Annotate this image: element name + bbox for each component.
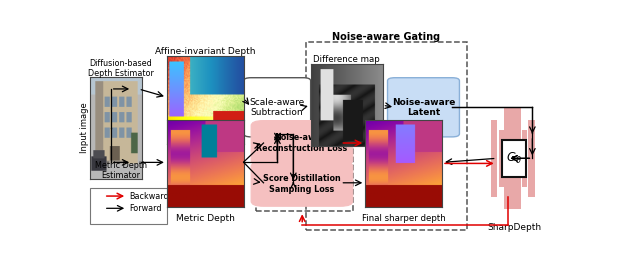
Text: Affine-invariant Depth: Affine-invariant Depth xyxy=(156,47,256,56)
FancyBboxPatch shape xyxy=(491,120,497,197)
Text: Noise-aware
Reconstruction Loss: Noise-aware Reconstruction Loss xyxy=(257,133,348,153)
FancyBboxPatch shape xyxy=(528,120,534,197)
Text: $G_{\theta}$: $G_{\theta}$ xyxy=(506,151,522,166)
Text: Metric Depth: Metric Depth xyxy=(176,214,235,223)
Text: SharpDepth: SharpDepth xyxy=(487,223,541,232)
FancyBboxPatch shape xyxy=(504,107,513,209)
Text: Forward: Forward xyxy=(129,204,162,213)
Text: Input image: Input image xyxy=(81,102,90,153)
Text: Backward: Backward xyxy=(129,192,169,201)
Text: Diffusion-based
Depth Estimator: Diffusion-based Depth Estimator xyxy=(88,59,154,78)
Text: Noise-aware Gating: Noise-aware Gating xyxy=(332,32,440,42)
FancyBboxPatch shape xyxy=(251,121,353,165)
Text: Scale-aware
Subtraction: Scale-aware Subtraction xyxy=(250,98,305,117)
Text: Final sharper depth: Final sharper depth xyxy=(362,214,445,223)
Text: Metric Depth
Estimator: Metric Depth Estimator xyxy=(95,161,147,180)
FancyBboxPatch shape xyxy=(244,78,310,137)
FancyBboxPatch shape xyxy=(513,107,522,209)
FancyBboxPatch shape xyxy=(522,130,527,187)
Text: Score Distillation
Sampling Loss: Score Distillation Sampling Loss xyxy=(263,174,341,193)
FancyBboxPatch shape xyxy=(499,130,504,187)
Text: Noise-aware
Latent: Noise-aware Latent xyxy=(392,98,455,117)
Text: Difference map: Difference map xyxy=(313,55,380,64)
FancyBboxPatch shape xyxy=(502,140,526,177)
FancyBboxPatch shape xyxy=(90,188,167,224)
FancyBboxPatch shape xyxy=(251,161,353,206)
FancyBboxPatch shape xyxy=(388,78,460,137)
